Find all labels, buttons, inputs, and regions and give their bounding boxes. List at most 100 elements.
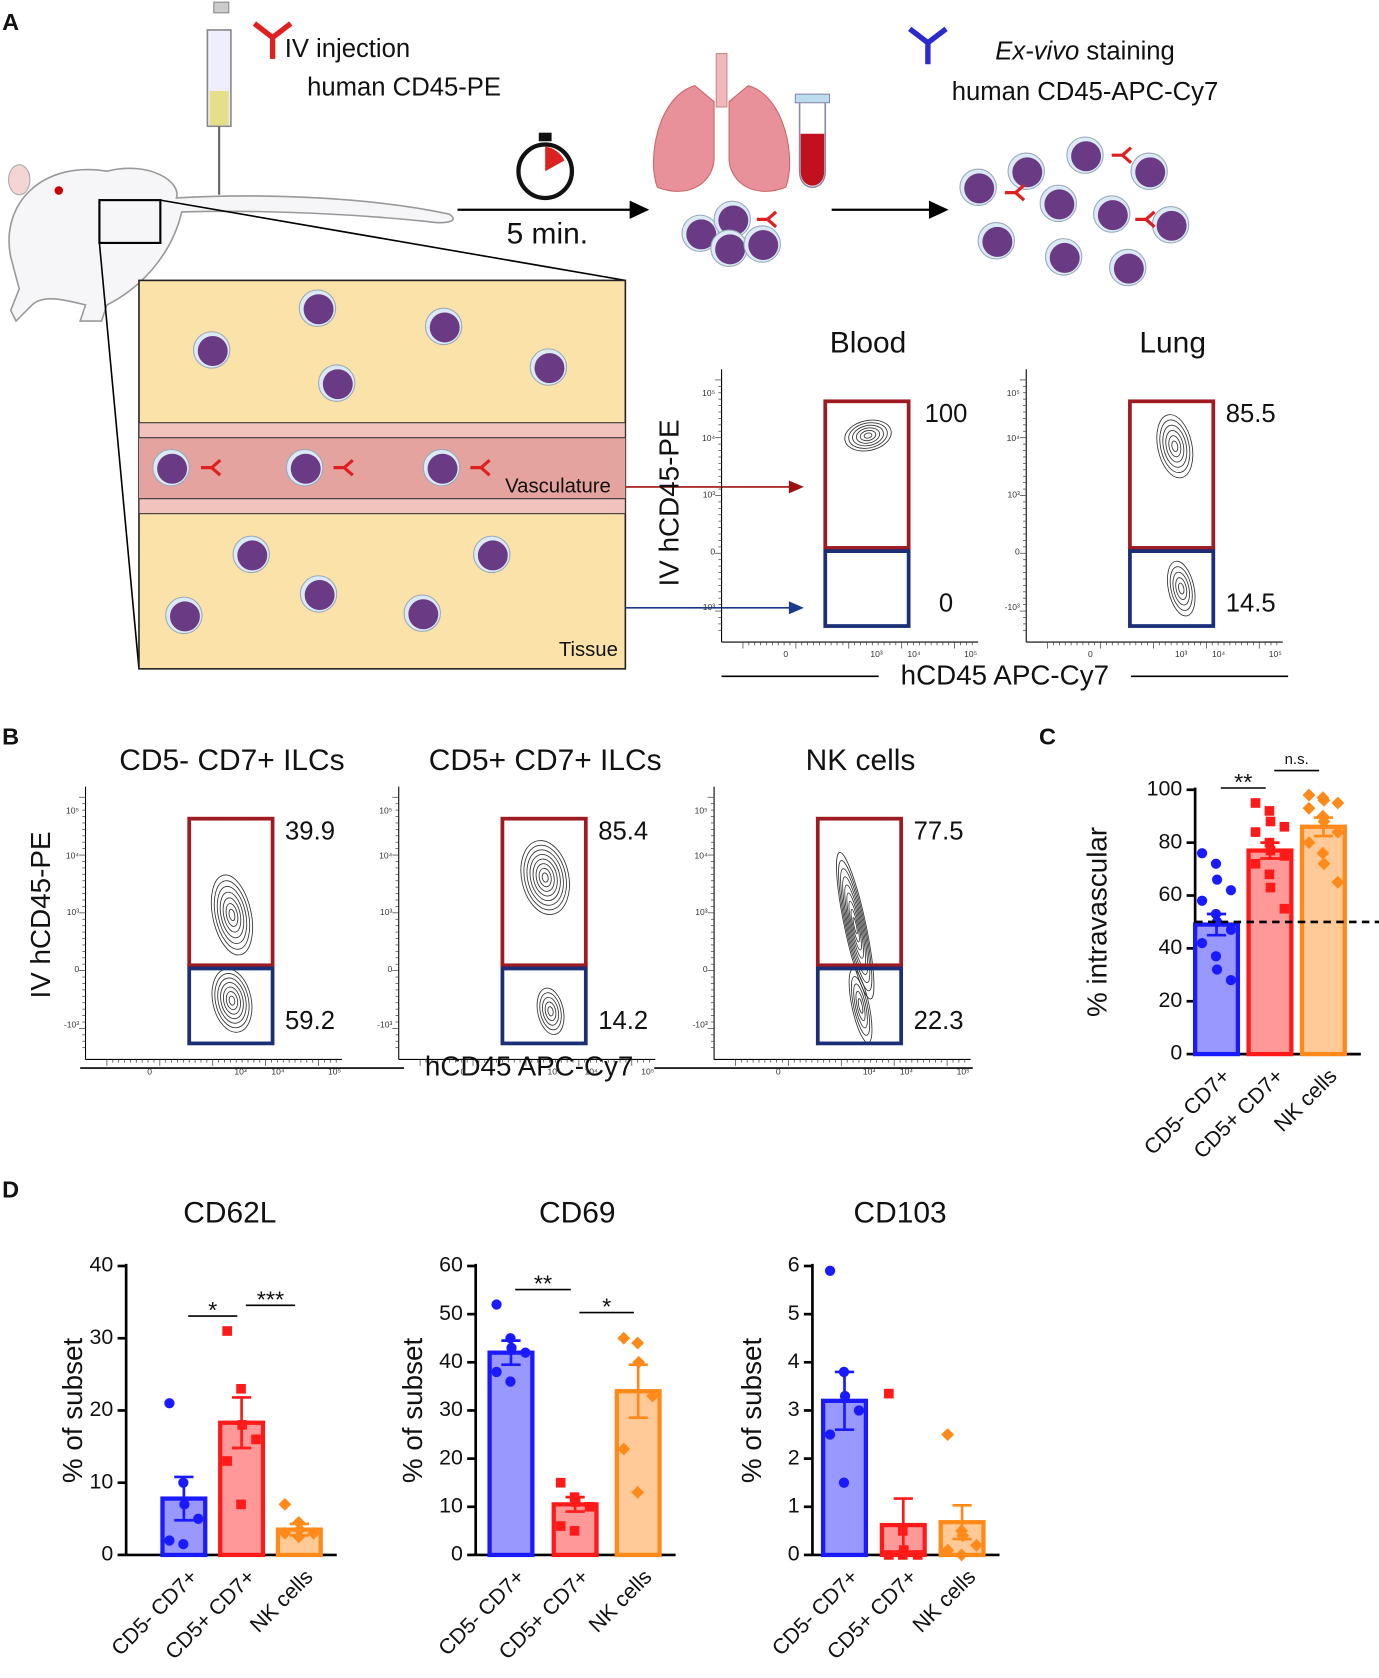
plot-title: Blood xyxy=(830,326,907,359)
contour xyxy=(842,876,869,975)
cell-nucleus xyxy=(1049,242,1080,273)
data-point xyxy=(884,1550,894,1560)
y-tick-label: 50 xyxy=(439,1301,463,1325)
contour xyxy=(850,908,860,943)
cell-nucleus xyxy=(169,601,200,632)
data-point xyxy=(631,1485,645,1499)
contour xyxy=(210,874,254,956)
data-point xyxy=(1317,815,1331,828)
y-tick-label: 5 xyxy=(788,1301,800,1325)
contour xyxy=(216,885,248,944)
cell-nucleus xyxy=(290,453,321,484)
data-point xyxy=(1210,908,1222,920)
tick-label: 10³ xyxy=(548,1067,560,1077)
data-point xyxy=(520,1347,531,1358)
bar xyxy=(1246,848,1294,1057)
cell-nucleus xyxy=(715,234,746,265)
data-point xyxy=(178,1477,189,1488)
y-tick-label: 40 xyxy=(439,1349,463,1373)
chart-title: CD69 xyxy=(539,1197,616,1230)
contour xyxy=(220,982,244,1020)
cell-nucleus xyxy=(748,230,779,261)
plot-title: CD5+ CD7+ ILCs xyxy=(429,744,662,777)
tick-label: 10³ xyxy=(67,907,79,917)
data-point xyxy=(838,1366,850,1378)
tick-label: 10⁴ xyxy=(66,850,79,860)
cell-nucleus xyxy=(197,336,228,366)
data-point xyxy=(1279,851,1290,861)
data-point xyxy=(1265,882,1276,893)
cell-nucleus xyxy=(718,205,749,236)
tick-label: 10⁴ xyxy=(1007,433,1020,443)
contour xyxy=(1169,566,1193,611)
label: human CD45-PE xyxy=(307,74,501,102)
y-tick-label: 10 xyxy=(90,1469,114,1493)
contour xyxy=(541,872,549,883)
x-tick-label: NK cells xyxy=(245,1565,317,1637)
data-point xyxy=(1331,825,1345,839)
y-tick-label: 60 xyxy=(1159,882,1183,906)
data-point xyxy=(1225,885,1237,896)
gate-value: 77.5 xyxy=(914,817,964,845)
tick-label: 10³ xyxy=(1007,490,1019,500)
cell-nucleus xyxy=(1113,253,1144,284)
data-point xyxy=(631,1336,645,1350)
label: Ex-vivo staining xyxy=(995,37,1175,65)
tick-label: 10³ xyxy=(703,490,715,500)
stopwatch xyxy=(516,132,575,201)
tick-label: 10⁴ xyxy=(379,850,392,860)
antibody-icon xyxy=(756,210,778,229)
data-point xyxy=(222,1326,232,1336)
data-point xyxy=(1225,974,1237,986)
data-point xyxy=(824,1429,836,1440)
data-point xyxy=(884,1388,894,1399)
data-point xyxy=(1210,951,1222,962)
cell-nucleus xyxy=(1071,141,1102,172)
gate-value: 100 xyxy=(925,400,968,428)
significance-label: * xyxy=(602,1293,611,1319)
contour xyxy=(213,880,251,950)
tick-label: 10⁴ xyxy=(271,1067,284,1077)
gate-value: 39.9 xyxy=(285,817,335,845)
contour xyxy=(536,987,565,1035)
cell-nucleus xyxy=(964,173,995,204)
tick-label: 10⁵ xyxy=(702,388,715,398)
label: 5 min. xyxy=(507,217,588,250)
cell-nucleus xyxy=(303,294,334,325)
data-point xyxy=(941,1428,955,1441)
gate-value: 85.4 xyxy=(598,817,648,845)
cell-nucleus xyxy=(686,219,717,250)
contour xyxy=(844,419,892,452)
data-point xyxy=(236,1383,246,1394)
significance-label: * xyxy=(208,1297,217,1323)
data-point xyxy=(1250,798,1261,808)
tick-label: 10⁴ xyxy=(1212,649,1225,659)
data-point xyxy=(237,1420,247,1430)
tick-label: 10⁵ xyxy=(641,1067,654,1077)
antibody-icon xyxy=(470,458,491,477)
gate-value: 59.2 xyxy=(285,1007,335,1035)
tick-label: 10³ xyxy=(234,1067,246,1077)
cell-nucleus xyxy=(408,599,439,630)
y-tick-label: 30 xyxy=(90,1325,114,1349)
axis-label: hCD45 APC-Cy7 xyxy=(901,660,1109,691)
data-point xyxy=(1279,821,1290,832)
gate-lower xyxy=(500,966,588,1046)
y-tick-label: 3 xyxy=(788,1397,800,1421)
gate-upper xyxy=(500,816,588,968)
significance-label: n.s. xyxy=(1285,751,1309,768)
data-point xyxy=(646,1389,660,1403)
data-point xyxy=(632,1355,646,1369)
axis-label: IV hCD45-PE xyxy=(654,419,685,586)
tick-label: 10⁴ xyxy=(702,433,715,443)
contour xyxy=(1171,440,1179,452)
data-point xyxy=(179,1499,190,1510)
data-point xyxy=(584,1501,595,1512)
tick-label: 10⁵ xyxy=(328,1067,341,1077)
y-axis-label: % of subset xyxy=(397,1338,428,1484)
data-point xyxy=(164,1398,175,1409)
tick-label: 10⁵ xyxy=(957,1067,970,1077)
panel-letter: C xyxy=(1039,724,1056,750)
gate-value: 0 xyxy=(939,589,953,617)
tick-label: 10⁵ xyxy=(964,649,977,659)
